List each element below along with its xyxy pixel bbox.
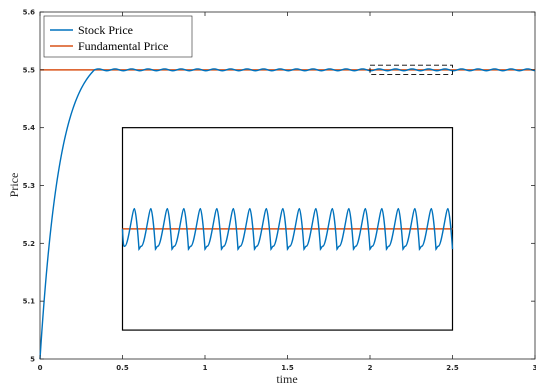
legend: Stock Price Fundamental Price (43, 15, 193, 58)
y-tick-label: 5.2 (23, 240, 36, 248)
zoom-region-box (369, 64, 453, 75)
series-stock-price (39, 68, 536, 360)
plot-content (39, 64, 536, 360)
y-tick-label: 5.3 (23, 182, 36, 190)
y-tick-label: 5.6 (23, 9, 36, 17)
y-tick-label: 5 (30, 356, 35, 364)
x-tick-label: 0 (38, 364, 43, 372)
legend-label-fundamental-price: Fundamental Price (78, 39, 168, 53)
x-tick-label: 1 (203, 364, 208, 372)
y-tick-label: 5.1 (23, 298, 36, 306)
legend-box (43, 15, 193, 58)
x-tick-label: 2 (368, 364, 373, 372)
x-tick-label: 2.5 (446, 364, 459, 372)
y-tick-label: 5.5 (23, 66, 36, 74)
y-axis-label: Price (7, 173, 21, 198)
x-tick-label: 0.5 (116, 364, 129, 372)
inset-zoom-plot (121, 127, 454, 331)
inset-stock-price (121, 207, 454, 252)
x-tick-label: 1.5 (281, 364, 294, 372)
y-axis: 5 5.1 5.2 5.3 5.4 5.5 5.6 (23, 9, 535, 364)
x-axis: 0 0.5 1 1.5 2 2.5 3 (38, 12, 536, 372)
x-axis-label: time (276, 372, 297, 386)
y-tick-label: 5.4 (23, 124, 36, 132)
legend-label-stock-price: Stock Price (78, 23, 133, 37)
x-tick-label: 3 (533, 364, 536, 372)
